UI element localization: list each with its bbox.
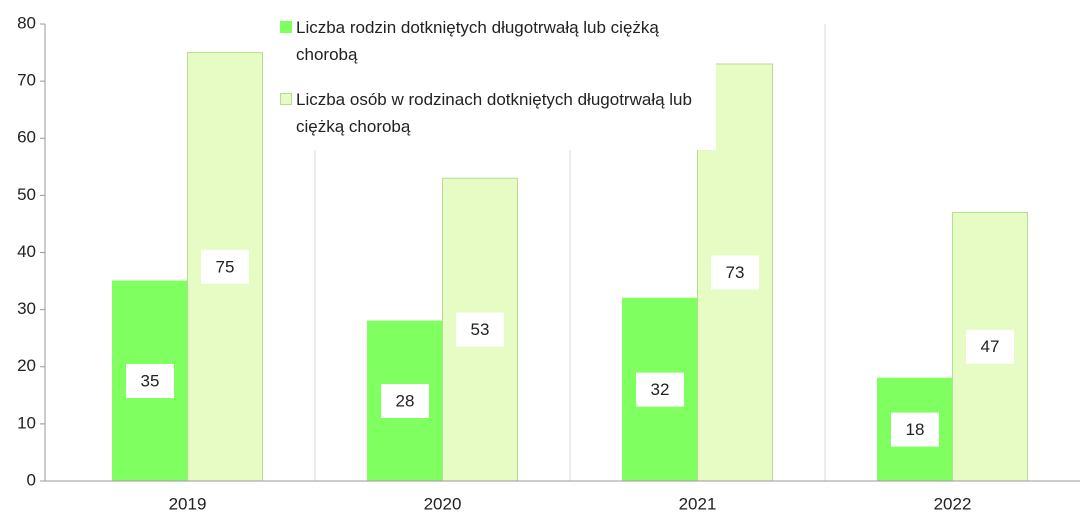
x-tick-label: 2022 — [934, 494, 972, 513]
legend-label: Liczba rodzin dotkniętych długotrwałą lu… — [296, 18, 659, 64]
data-label-box — [711, 255, 759, 290]
y-tick-label: 50 — [17, 185, 36, 204]
y-tick-label: 20 — [17, 356, 36, 375]
y-tick-label: 70 — [17, 71, 36, 90]
data-label: 53 — [471, 320, 490, 339]
x-tick-label: 2020 — [424, 494, 462, 513]
y-tick-label: 60 — [17, 128, 36, 147]
x-tick-label: 2019 — [169, 494, 207, 513]
data-label: 32 — [651, 380, 670, 399]
legend: Liczba rodzin dotkniętych długotrwałą lu… — [272, 8, 716, 150]
data-label: 35 — [141, 372, 160, 391]
data-label-box — [201, 249, 249, 284]
data-label: 75 — [216, 257, 235, 276]
x-tick-label: 2021 — [679, 494, 717, 513]
y-tick-label: 10 — [17, 413, 36, 432]
y-tick-label: 40 — [17, 242, 36, 261]
data-label-box — [456, 312, 504, 347]
data-label-box — [891, 412, 939, 447]
data-label-box — [636, 372, 684, 407]
legend-swatch — [280, 93, 292, 105]
data-label: 28 — [396, 392, 415, 411]
data-label: 18 — [906, 420, 925, 439]
data-label-box — [126, 364, 174, 399]
data-label: 73 — [726, 263, 745, 282]
legend-swatch — [280, 21, 292, 33]
y-tick-label: 30 — [17, 299, 36, 318]
data-label-box — [966, 329, 1014, 364]
data-label-box — [381, 384, 429, 419]
y-tick-label: 0 — [27, 470, 36, 489]
y-tick-label: 80 — [17, 13, 36, 32]
data-label: 47 — [981, 337, 1000, 356]
legend-label: Liczba osób w rodzinach dotkniętych dług… — [296, 90, 692, 136]
legend-entry: Liczba osób w rodzinach dotkniętych dług… — [280, 86, 710, 140]
legend-entry: Liczba rodzin dotkniętych długotrwałą lu… — [280, 14, 710, 68]
